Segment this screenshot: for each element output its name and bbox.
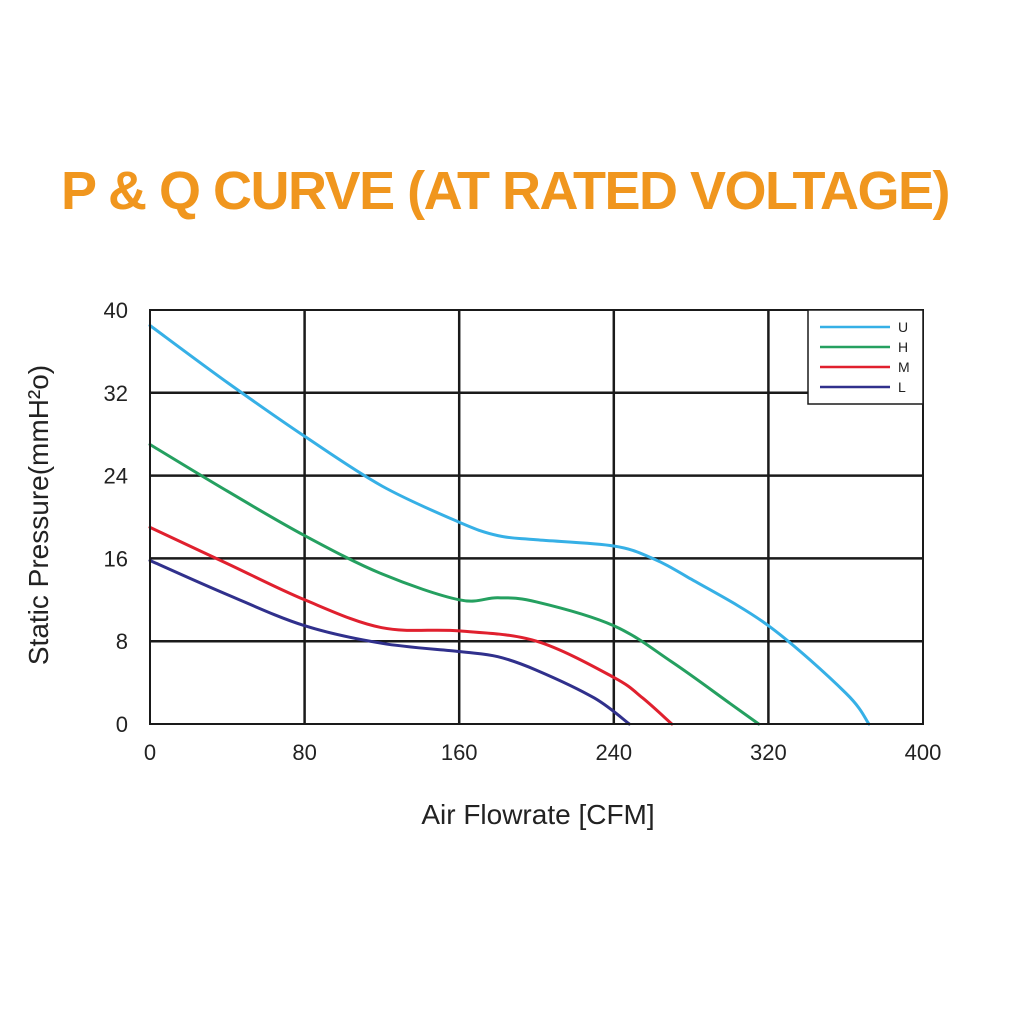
grid xyxy=(150,310,923,724)
chart-title: P & Q CURVE (AT RATED VOLTAGE) xyxy=(60,161,951,221)
y-tick-label: 16 xyxy=(104,546,128,571)
x-tick-label: 320 xyxy=(750,740,787,765)
y-tick-label: 8 xyxy=(116,629,128,654)
y-axis-label: Static Pressure(mmH²o) xyxy=(23,365,54,665)
y-tick-label: 24 xyxy=(104,464,128,489)
legend-label-u: U xyxy=(898,319,908,335)
x-tick-label: 400 xyxy=(905,740,942,765)
series-line-m xyxy=(148,525,674,726)
series-line-l xyxy=(148,559,631,726)
plot-frame xyxy=(149,309,924,725)
series-line-u xyxy=(148,324,871,726)
x-tick-label: 0 xyxy=(144,740,156,765)
series-line-h xyxy=(148,443,761,726)
y-tick-label: 0 xyxy=(116,712,128,737)
x-tick-label: 160 xyxy=(441,740,478,765)
legend-label-h: H xyxy=(898,339,908,355)
x-tick-label: 80 xyxy=(292,740,316,765)
x-tick-label: 240 xyxy=(595,740,632,765)
y-tick-label: 32 xyxy=(104,381,128,406)
legend-label-l: L xyxy=(898,379,906,395)
curves xyxy=(148,324,871,726)
tick-labels: 0 80 160 240 320 400 0 8 16 24 32 40 xyxy=(104,298,942,765)
legend-box xyxy=(807,309,924,405)
legend-label-m: M xyxy=(898,359,910,375)
y-tick-label: 40 xyxy=(104,298,128,323)
x-axis-label: Air Flowrate [CFM] xyxy=(421,799,654,830)
